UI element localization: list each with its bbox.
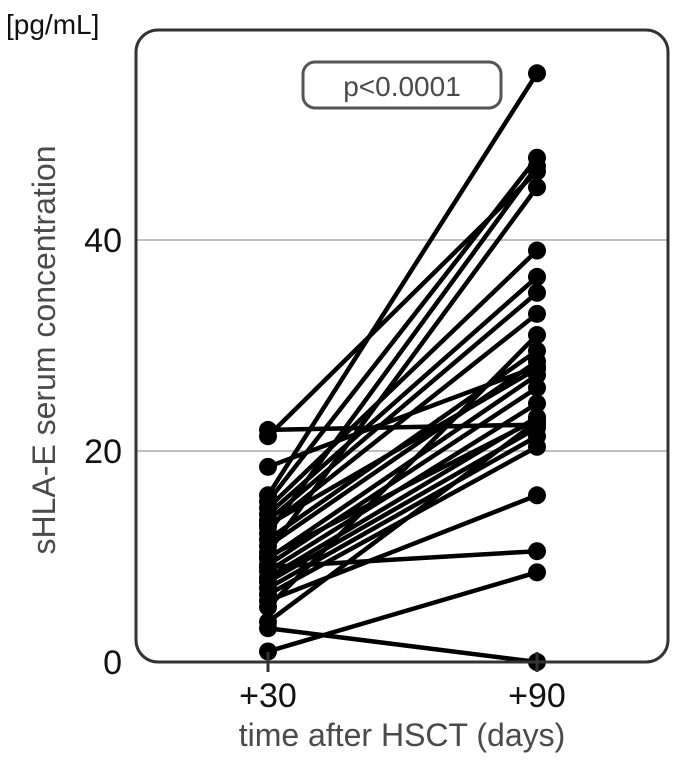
y-unit-label: [pg/mL]: [6, 9, 99, 40]
x-tick-label-1: +30: [239, 677, 297, 715]
point-24-day30: [259, 642, 277, 661]
point-27-day30: [259, 515, 277, 534]
point-3-day30: [259, 457, 277, 476]
x-tick-label-2: +90: [508, 677, 566, 715]
data-points: [259, 64, 546, 671]
point-16-day90: [528, 394, 546, 413]
point-13-day90: [528, 178, 546, 197]
gridlines: [136, 239, 668, 452]
point-10-day90: [528, 157, 546, 176]
p-value-frame: [301, 60, 503, 110]
pair-line-8: [265, 290, 540, 523]
p-value-box: p<0.0001: [301, 60, 503, 110]
pair-line-5: [265, 155, 540, 504]
pair-line-23: [265, 548, 540, 570]
y-axis-title: sHLA-E serum concentration: [26, 145, 62, 554]
point-6-day90: [528, 241, 546, 260]
pair-lines: [265, 71, 540, 665]
point-20-day90: [528, 437, 546, 456]
point-24-day90: [528, 563, 546, 582]
y-tick-labels: 0 20 40: [84, 222, 122, 682]
point-22-day30: [259, 598, 277, 617]
plot-frame: [134, 28, 670, 664]
point-8-day90: [528, 283, 546, 302]
pair-line-13: [265, 185, 540, 555]
point-7-day90: [528, 267, 546, 286]
point-21-day90: [528, 486, 546, 505]
pair-line-4: [265, 71, 540, 498]
y-tick-label-0: 0: [103, 644, 122, 682]
pair-line-10: [265, 163, 540, 536]
point-27-day90: [528, 359, 546, 378]
pair-line-27: [265, 366, 540, 528]
pair-line-21: [265, 493, 540, 604]
p-value-label: p<0.0001: [343, 71, 461, 102]
y-tick-label-40: 40: [84, 222, 122, 260]
x-tick-labels: +30 +90: [239, 677, 566, 715]
pair-line-22: [265, 332, 540, 610]
pair-line-26: [265, 419, 540, 625]
point-23-day90: [528, 542, 546, 561]
pair-line-25: [265, 625, 540, 665]
point-28-day30: [259, 547, 277, 566]
pair-line-24: [265, 570, 540, 654]
x-axis-title: time after HSCT (days): [239, 717, 566, 753]
y-tick-label-20: 20: [84, 433, 122, 471]
point-26-day30: [259, 612, 277, 631]
point-2-day30: [259, 420, 277, 439]
pair-line-12: [265, 359, 540, 549]
pair-line-6: [265, 248, 540, 511]
point-15-day90: [528, 378, 546, 397]
pair-line-28: [265, 417, 540, 559]
point-22-day90: [528, 325, 546, 344]
point-9-day90: [528, 304, 546, 323]
point-28-day90: [528, 410, 546, 429]
pair-line-14: [265, 372, 540, 561]
point-4-day90: [528, 64, 546, 83]
x-tick-marks: [266, 652, 539, 672]
